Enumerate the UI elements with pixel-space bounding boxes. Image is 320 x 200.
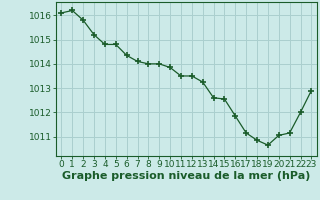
X-axis label: Graphe pression niveau de la mer (hPa): Graphe pression niveau de la mer (hPa) [62,171,311,181]
